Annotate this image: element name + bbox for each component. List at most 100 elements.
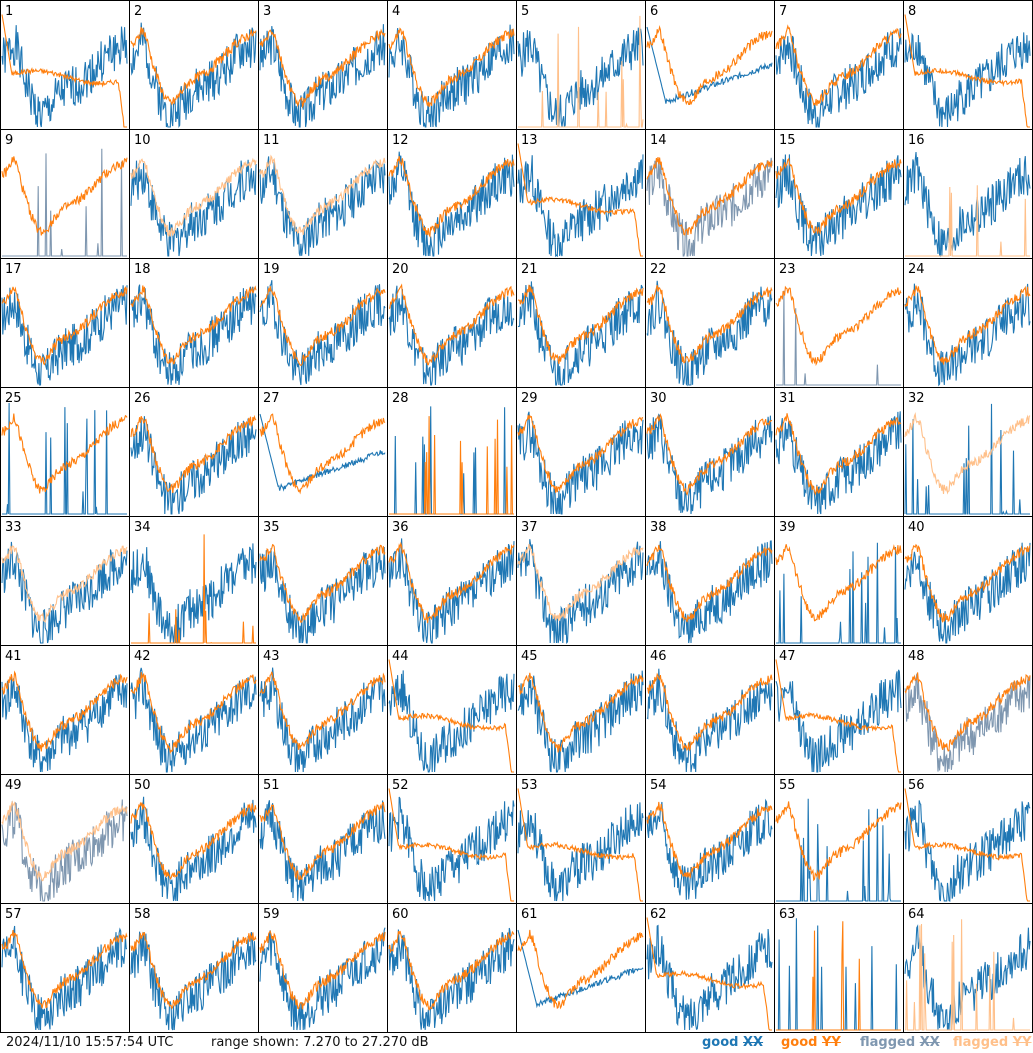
series-xx-line <box>2 402 127 515</box>
panel-label: 50 <box>134 778 151 793</box>
series-yy-line <box>646 24 773 106</box>
panel-frame <box>645 774 775 904</box>
series-yy-line <box>388 659 514 773</box>
timestamp: 2024/11/10 15:57:54 UTC <box>6 1035 174 1050</box>
panel-61: 61 <box>516 903 646 1033</box>
series-xx-line <box>775 28 902 128</box>
panel-37: 37 <box>516 516 646 646</box>
series-xx-line <box>776 290 901 386</box>
panel-label: 47 <box>779 649 796 664</box>
panel-label: 57 <box>5 907 22 922</box>
panel-label: 12 <box>392 133 409 148</box>
series-yy-line <box>904 672 1031 752</box>
series-yy-line <box>904 543 1031 623</box>
panel-4: 4 <box>387 0 517 130</box>
panel-label: 16 <box>908 133 925 148</box>
series-xx-line <box>517 27 644 128</box>
series-yy-line <box>259 801 386 881</box>
panel-label: 63 <box>779 907 796 922</box>
series-xx-line <box>904 283 1031 387</box>
panel-label: 13 <box>521 133 538 148</box>
panel-label: 33 <box>5 520 22 535</box>
panel-18: 18 <box>129 258 259 388</box>
panel-label: 62 <box>650 907 667 922</box>
panel-frame <box>516 129 646 259</box>
panel-label: 59 <box>263 907 280 922</box>
panel-20: 20 <box>387 258 517 388</box>
panel-63: 63 <box>774 903 904 1033</box>
panel-53: 53 <box>516 774 646 904</box>
series-xx-line <box>646 280 773 387</box>
panel-label: 9 <box>5 133 13 148</box>
series-yy-line <box>259 671 386 750</box>
panel-12: 12 <box>387 129 517 259</box>
panel-50: 50 <box>129 774 259 904</box>
series-yy-line <box>646 801 773 879</box>
series-yy-line <box>259 413 386 495</box>
series-xx-line <box>776 542 901 644</box>
series-xx-line <box>775 154 902 257</box>
series-xx-line <box>388 151 515 257</box>
panel-label: 35 <box>263 520 280 535</box>
series-xx-line <box>517 154 644 258</box>
series-yy-line <box>646 157 773 236</box>
range-text: range shown: 7.270 to 27.270 dB <box>211 1035 429 1050</box>
series-yy-line <box>905 185 1030 257</box>
series-yy-line <box>775 24 902 107</box>
panel-8: 8 <box>903 0 1033 130</box>
panel-label: 54 <box>650 778 667 793</box>
series-xx-line <box>1 541 128 644</box>
panel-36: 36 <box>387 516 517 646</box>
panel-label: 30 <box>650 391 667 406</box>
panel-frame <box>903 903 1033 1033</box>
series-xx-line <box>646 157 773 257</box>
panel-label: 52 <box>392 778 409 793</box>
panel-24: 24 <box>903 258 1033 388</box>
panel-6: 6 <box>645 0 775 130</box>
series-yy-line <box>904 285 1031 365</box>
panel-label: 5 <box>521 4 529 19</box>
series-yy-line <box>517 284 644 365</box>
panel-label: 45 <box>521 649 538 664</box>
panel-label: 64 <box>908 907 925 922</box>
series-xx-line <box>904 673 1031 773</box>
panel-3: 3 <box>258 0 388 130</box>
series-yy-line <box>259 154 386 236</box>
panel-frame <box>645 0 775 130</box>
series-yy-line <box>517 929 644 1010</box>
panel-label: 27 <box>263 391 280 406</box>
panel-29: 29 <box>516 387 646 517</box>
panel-label: 20 <box>392 262 409 277</box>
series-yy-line <box>130 27 257 106</box>
series-yy-line <box>388 156 515 239</box>
series-yy-line <box>130 414 257 493</box>
series-yy-line <box>517 143 643 257</box>
panel-frame <box>0 129 130 259</box>
panel-label: 8 <box>908 4 916 19</box>
series-yy-line <box>389 416 514 515</box>
series-yy-line <box>130 285 257 365</box>
series-xx-line <box>775 411 902 515</box>
panel-56: 56 <box>903 774 1033 904</box>
series-yy-line <box>1 670 128 752</box>
panel-label: 29 <box>521 391 538 406</box>
series-xx-line <box>646 413 773 515</box>
panel-frame <box>129 258 259 388</box>
panel-frame <box>387 258 517 388</box>
panel-frame <box>129 0 259 130</box>
series-xx-line <box>130 416 257 515</box>
panel-62: 62 <box>645 903 775 1033</box>
series-yy-line <box>646 917 772 1031</box>
panel-label: 1 <box>5 4 13 19</box>
panel-frame <box>903 516 1033 646</box>
series-yy-line <box>518 15 644 128</box>
series-xx-line <box>1 925 127 1031</box>
panel-label: 4 <box>392 4 400 19</box>
series-yy-line <box>130 931 257 1010</box>
panel-59: 59 <box>258 903 388 1033</box>
panel-frame <box>129 903 259 1033</box>
series-yy-line <box>130 801 257 880</box>
panel-frame <box>774 516 904 646</box>
panel-label: 40 <box>908 520 925 535</box>
